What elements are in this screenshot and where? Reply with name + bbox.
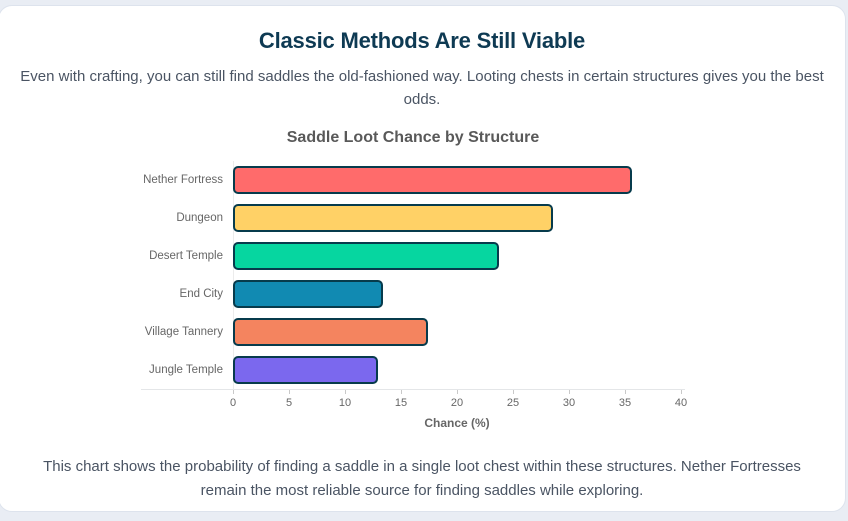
category-label: Nether Fortress xyxy=(143,174,223,186)
category-label: Jungle Temple xyxy=(149,364,223,376)
bar-row: Village Tannery xyxy=(141,313,685,351)
bar-track xyxy=(233,318,685,346)
tick-mark xyxy=(289,390,290,394)
bar-row: Dungeon xyxy=(141,199,685,237)
tick-mark xyxy=(401,390,402,394)
bar-track xyxy=(233,166,685,194)
x-axis-ticks: 0 5 10 15 20 25 30 35 40 xyxy=(229,390,687,416)
tick-mark xyxy=(345,390,346,394)
tick-mark xyxy=(233,390,234,394)
bar-rows: Nether Fortress Dungeon Desert Temple End C… xyxy=(141,161,685,390)
bar-village-tannery xyxy=(233,318,429,346)
tick-label: 35 xyxy=(618,397,632,409)
y-axis-line xyxy=(233,161,234,389)
bar-track xyxy=(233,280,685,308)
chart-title: Saddle Loot Chance by Structure xyxy=(286,129,540,146)
category-label: Dungeon xyxy=(176,212,223,224)
tick-label: 30 xyxy=(562,397,576,409)
tick-label: 40 xyxy=(674,397,688,409)
bar-row: Desert Temple xyxy=(141,237,685,275)
bar-track xyxy=(233,204,685,232)
category-label: Village Tannery xyxy=(144,326,223,338)
tick-label: 20 xyxy=(450,397,464,409)
page-subtitle: Even with crafting, you can still find s… xyxy=(20,68,824,108)
tick-mark xyxy=(625,390,626,394)
bar-track xyxy=(233,242,685,270)
bar-row: Jungle Temple xyxy=(141,351,685,389)
bar-track xyxy=(233,356,685,384)
chart-description: This chart shows the probability of find… xyxy=(43,458,801,499)
category-label: Desert Temple xyxy=(149,250,223,262)
page-title: Classic Methods Are Still Viable xyxy=(258,28,586,53)
tick-label: 0 xyxy=(229,397,237,409)
tick-label: 5 xyxy=(285,397,293,409)
bar-end-city xyxy=(233,280,384,308)
bar-dungeon xyxy=(233,204,553,232)
bar-desert-temple xyxy=(233,242,499,270)
tick-mark xyxy=(569,390,570,394)
tick-label: 10 xyxy=(338,397,352,409)
bar-row: Nether Fortress xyxy=(141,161,685,199)
tick-label: 25 xyxy=(506,397,520,409)
bar-nether-fortress xyxy=(233,166,632,194)
tick-label: 15 xyxy=(394,397,408,409)
tick-mark xyxy=(513,390,514,394)
saddle-loot-chart: Saddle Loot Chance by Structure Nether F… xyxy=(141,128,687,430)
x-axis-label: Chance (%) xyxy=(424,416,490,430)
content-card: Classic Methods Are Still Viable Even wi… xyxy=(0,5,846,512)
bar-jungle-temple xyxy=(233,356,378,384)
category-label: End City xyxy=(179,288,223,300)
tick-mark xyxy=(681,390,682,394)
tick-mark xyxy=(457,390,458,394)
bar-row: End City xyxy=(141,275,685,313)
